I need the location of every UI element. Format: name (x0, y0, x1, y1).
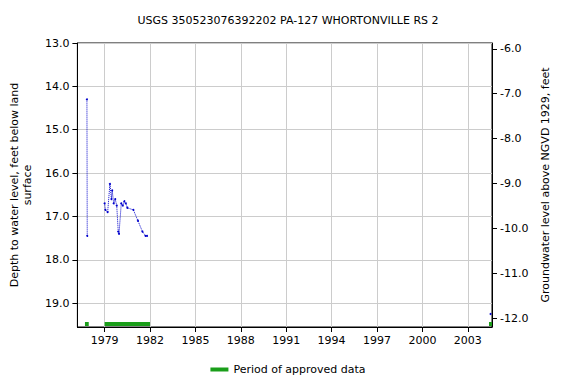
svg-text:16.0: 16.0 (45, 167, 70, 180)
svg-text:-11.0: -11.0 (500, 267, 528, 280)
svg-text:14.0: 14.0 (45, 80, 70, 93)
svg-text:Groundwater level above NGVD 1: Groundwater level above NGVD 1929, feet (539, 67, 552, 303)
svg-text:Depth to water level, feet bel: Depth to water level, feet below land (8, 83, 21, 288)
svg-text:USGS 350523076392202 PA-127 WH: USGS 350523076392202 PA-127 WHORTONVILLE… (137, 14, 438, 27)
svg-text:19.0: 19.0 (45, 297, 70, 310)
svg-text:-9.0: -9.0 (500, 177, 521, 190)
svg-text:13.0: 13.0 (45, 37, 70, 50)
svg-text:surface: surface (21, 164, 34, 205)
svg-text:1997: 1997 (363, 334, 391, 347)
svg-text:18.0: 18.0 (45, 253, 70, 266)
svg-text:-12.0: -12.0 (500, 312, 528, 325)
svg-text:1982: 1982 (136, 334, 164, 347)
svg-text:-10.0: -10.0 (500, 222, 528, 235)
svg-text:15.0: 15.0 (45, 123, 70, 136)
svg-text:17.0: 17.0 (45, 210, 70, 223)
svg-text:1988: 1988 (227, 334, 255, 347)
svg-text:2000: 2000 (408, 334, 436, 347)
svg-text:1991: 1991 (272, 334, 300, 347)
svg-text:1979: 1979 (91, 334, 119, 347)
svg-text:-6.0: -6.0 (500, 42, 521, 55)
svg-text:1994: 1994 (318, 334, 346, 347)
svg-text:1985: 1985 (181, 334, 209, 347)
svg-text:2003: 2003 (454, 334, 482, 347)
svg-text:-8.0: -8.0 (500, 132, 521, 145)
svg-text:-7.0: -7.0 (500, 87, 521, 100)
svg-text:Period of approved data: Period of approved data (233, 363, 365, 376)
